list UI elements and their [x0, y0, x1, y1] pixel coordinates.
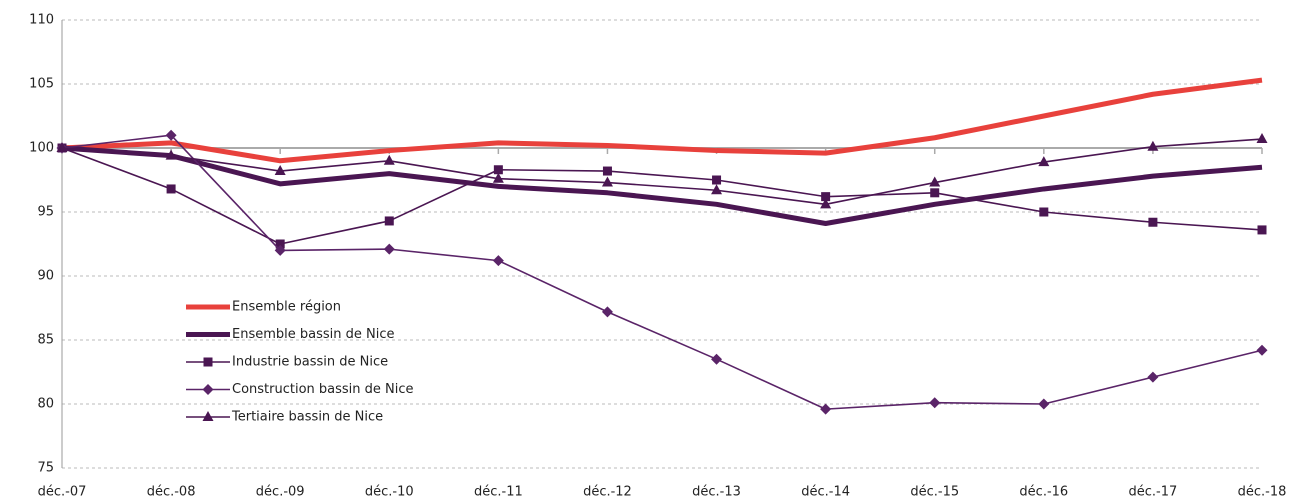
y-tick-label: 80 — [37, 397, 54, 412]
data-point — [929, 176, 941, 187]
legend-label: Tertiaire bassin de Nice — [231, 410, 383, 425]
series-line — [61, 77, 1263, 164]
legend-marker — [202, 411, 214, 421]
data-point — [820, 403, 832, 415]
data-point — [165, 129, 177, 141]
data-point — [602, 166, 612, 176]
legend-marker — [202, 384, 214, 395]
x-tick-label: déc.-18 — [1238, 485, 1287, 500]
y-tick-label: 95 — [37, 205, 54, 220]
data-point — [492, 172, 504, 183]
x-tick-label: déc.-09 — [256, 485, 305, 500]
y-tick-label: 85 — [37, 333, 54, 348]
y-tick-label: 90 — [37, 269, 54, 284]
x-tick-label: déc.-08 — [147, 485, 196, 500]
data-point — [1038, 398, 1050, 410]
y-tick-label: 105 — [29, 77, 54, 92]
legend-label: Ensemble bassin de Nice — [232, 327, 395, 342]
data-point — [1039, 207, 1049, 217]
data-point — [383, 154, 395, 165]
x-tick-label: déc.-10 — [365, 485, 414, 500]
x-tick-label: déc.-12 — [583, 485, 632, 500]
data-point — [711, 184, 723, 195]
data-point — [1148, 217, 1158, 227]
data-point — [1256, 133, 1268, 144]
x-tick-label: déc.-14 — [801, 485, 850, 500]
data-point — [56, 142, 68, 152]
x-tick-label: déc.-15 — [910, 485, 959, 500]
x-tick-label: déc.-17 — [1129, 485, 1178, 500]
data-point — [930, 188, 940, 198]
data-point — [712, 175, 722, 185]
data-point — [1038, 156, 1050, 167]
data-point — [1147, 371, 1159, 383]
data-point — [601, 306, 613, 318]
legend-label: Construction bassin de Nice — [232, 382, 414, 397]
data-point — [383, 243, 395, 255]
data-point — [820, 198, 832, 209]
data-point — [601, 176, 613, 187]
y-tick-label: 110 — [29, 13, 54, 28]
series-line — [61, 145, 1263, 227]
data-point — [711, 353, 723, 365]
data-point — [275, 239, 285, 249]
data-point — [274, 165, 286, 176]
data-point — [929, 397, 941, 409]
data-point — [165, 149, 177, 160]
data-point — [493, 165, 503, 175]
series-line — [61, 138, 1263, 206]
x-tick-label: déc.-07 — [38, 485, 87, 500]
data-point — [821, 192, 831, 202]
legend-label: Ensemble région — [232, 300, 341, 315]
data-point — [1147, 140, 1159, 151]
legend-marker — [203, 357, 213, 367]
data-point — [166, 184, 176, 194]
legend-label: Industrie bassin de Nice — [232, 355, 388, 370]
data-point — [1257, 225, 1267, 235]
series-line — [61, 134, 1263, 410]
data-point — [274, 244, 286, 256]
x-tick-label: déc.-11 — [474, 485, 523, 500]
x-tick-label: déc.-16 — [1019, 485, 1068, 500]
data-point — [1256, 344, 1268, 356]
x-tick-label: déc.-13 — [692, 485, 741, 500]
series-line — [61, 147, 1263, 245]
y-tick-label: 100 — [29, 141, 54, 156]
data-point — [492, 255, 504, 267]
y-tick-label: 75 — [37, 461, 54, 476]
data-point — [384, 216, 394, 226]
